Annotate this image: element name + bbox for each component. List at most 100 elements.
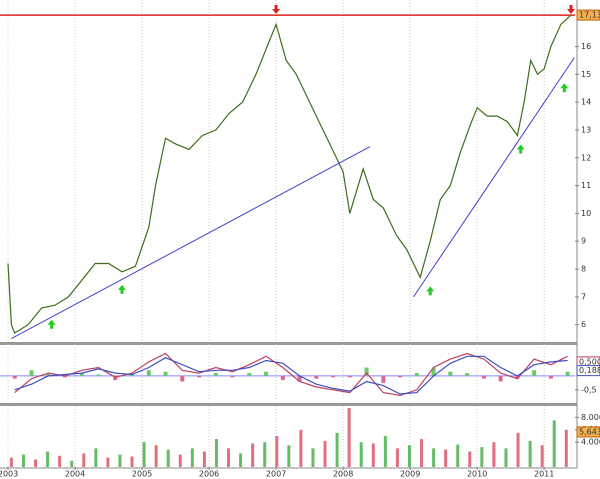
- value-box-label: 0,500: [579, 357, 600, 366]
- histogram-bar: [247, 373, 252, 376]
- volume-bar: [564, 429, 568, 467]
- histogram-bar: [331, 375, 336, 378]
- x-tick-label: 2011: [534, 470, 554, 479]
- histogram-bar: [113, 375, 118, 381]
- volume-bar: [492, 442, 496, 467]
- volume-bar: [552, 420, 556, 467]
- down-arrow: [566, 5, 575, 14]
- volume-bar: [420, 439, 424, 467]
- y-tick-label: 9: [581, 237, 586, 246]
- y-tick-label: 13: [581, 125, 591, 134]
- histogram-bar: [381, 375, 386, 383]
- histogram-bar: [465, 373, 470, 376]
- histogram-bar: [180, 375, 185, 382]
- x-tick-label: 2007: [266, 470, 286, 479]
- volume-bar: [58, 455, 62, 467]
- histogram-bar: [548, 375, 553, 379]
- volume-bar: [263, 442, 267, 467]
- histogram-bar: [498, 375, 503, 382]
- volume-bar: [82, 453, 86, 467]
- histogram-bar: [448, 371, 453, 376]
- volume-bar: [516, 432, 520, 467]
- value-box-label: 17,13: [579, 11, 600, 20]
- volume-bar: [178, 454, 182, 467]
- up-arrow: [47, 319, 56, 329]
- histogram-bar: [29, 370, 34, 376]
- volume-bar: [251, 443, 255, 467]
- y-tick-label: 16: [581, 42, 591, 51]
- volume-bar: [504, 448, 508, 467]
- x-tick-label: 2006: [199, 470, 219, 479]
- volume-bar: [202, 451, 206, 467]
- histogram-bar: [481, 375, 486, 379]
- volume-bar: [299, 429, 303, 467]
- volume-bar: [166, 449, 170, 467]
- y-tick-label: -0,5: [581, 385, 597, 394]
- volume-bar: [540, 445, 544, 467]
- y-tick-label: 12: [581, 153, 591, 162]
- x-tick-label: 2005: [132, 470, 152, 479]
- value-box-label: 0,188: [579, 366, 600, 375]
- value-box: [576, 365, 600, 377]
- y-tick-label: 15: [581, 70, 591, 79]
- y-tick-label: 8: [581, 265, 586, 274]
- histogram-bar: [63, 375, 68, 378]
- volume-bar: [335, 432, 339, 467]
- price-line: [7, 14, 572, 334]
- y-tick-label: 14: [581, 98, 591, 107]
- value-box: [576, 9, 600, 21]
- histogram-bar: [264, 371, 269, 376]
- up-arrow: [117, 284, 126, 294]
- volume-bar: [118, 454, 122, 467]
- volume-bar: [468, 451, 472, 467]
- x-tick-label: 2008: [333, 470, 353, 479]
- histogram-bar: [297, 375, 302, 382]
- volume-bar: [142, 442, 146, 467]
- up-arrow: [516, 144, 525, 154]
- volume-bar: [9, 457, 13, 467]
- histogram-bar: [280, 375, 285, 381]
- volume-bar: [371, 443, 375, 467]
- histogram-bar: [130, 374, 135, 376]
- volume-bar: [34, 459, 38, 467]
- volume-bar: [347, 408, 351, 467]
- down-arrow: [272, 5, 281, 14]
- histogram-bar: [565, 371, 570, 376]
- histogram-bar: [414, 373, 419, 376]
- volume-bar: [214, 439, 218, 467]
- histogram-bar: [515, 375, 520, 379]
- volume-bar: [227, 448, 231, 467]
- volume-bar: [432, 448, 436, 467]
- volume-bar: [154, 445, 158, 467]
- volume-bar: [444, 449, 448, 467]
- histogram-bar: [431, 367, 436, 376]
- x-tick-label: 2009: [400, 470, 420, 479]
- histogram-bar: [532, 370, 537, 376]
- volume-bar: [190, 448, 194, 467]
- value-box: [576, 426, 600, 438]
- y-tick-label: 7: [581, 292, 586, 301]
- macd-line: [14, 352, 568, 397]
- value-box-label: 5,643: [579, 427, 600, 436]
- panel-separator: [0, 403, 577, 406]
- trend-line: [11, 146, 371, 340]
- histogram-bar: [12, 375, 17, 379]
- histogram-bar: [398, 375, 403, 378]
- volume-bar: [21, 454, 25, 467]
- x-tick-label: 2003: [0, 470, 18, 479]
- volume-bar: [383, 435, 387, 467]
- x-tick-label: 2004: [65, 470, 85, 479]
- y-tick-label: 11: [581, 181, 591, 190]
- volume-bar: [275, 435, 279, 467]
- volume-bar: [130, 456, 134, 467]
- histogram-bar: [46, 373, 51, 376]
- histogram-bar: [230, 375, 235, 378]
- y-tick-label: 6: [581, 320, 586, 329]
- histogram-bar: [146, 370, 151, 376]
- volume-bar: [395, 448, 399, 467]
- histogram-bar: [79, 373, 84, 376]
- macd-line: [14, 355, 568, 395]
- volume-bar: [239, 453, 243, 467]
- volume-bar: [407, 445, 411, 467]
- volume-bar: [528, 440, 532, 467]
